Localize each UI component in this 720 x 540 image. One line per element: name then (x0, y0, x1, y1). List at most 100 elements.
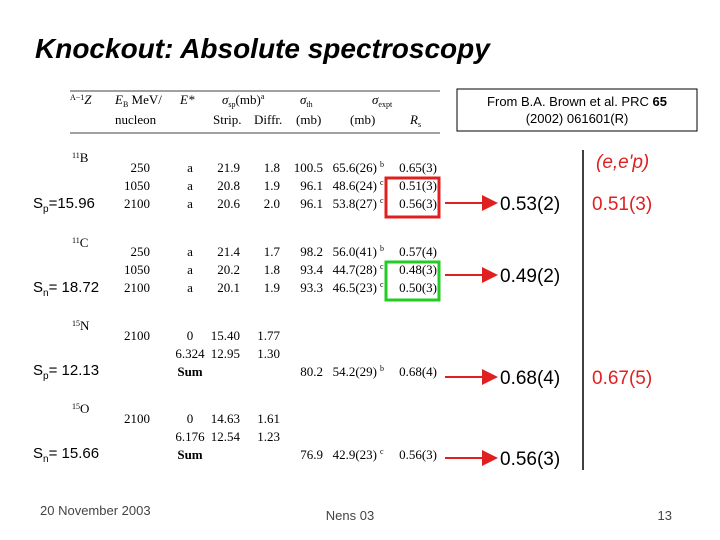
nucleus-mass: 11 (72, 236, 80, 245)
nucleus: 11B (72, 150, 89, 165)
cell-diffr: 1.9 (264, 178, 280, 193)
cell-strip: 15.40 (211, 328, 240, 343)
cell-strip: 20.2 (217, 262, 240, 277)
head: σ (300, 92, 307, 107)
separation-energy: Sn= 18.72 (33, 279, 99, 299)
cell-rs: 0.57(4) (399, 244, 437, 259)
cell-eb: 2100 (124, 280, 150, 295)
cell-th: 80.2 (300, 364, 323, 379)
sup: a (261, 92, 265, 101)
cell-expt: 46.5(23) (333, 280, 377, 295)
cell-th: 93.4 (300, 262, 323, 277)
cell-diffr: 1.7 (264, 244, 281, 259)
cell-rs: 0.65(3) (399, 160, 437, 175)
head: MeV/ (128, 92, 162, 107)
head: E (114, 92, 123, 107)
head: (mb) (236, 92, 261, 107)
head: σ (222, 92, 229, 107)
value: = 15.66 (49, 445, 99, 462)
cell-strip: 21.9 (217, 160, 240, 175)
cell-diffr: 1.77 (257, 328, 280, 343)
cell-eb: 1050 (124, 262, 150, 277)
cell-eb: 1050 (124, 178, 150, 193)
col-head: Diffr. (254, 112, 282, 127)
cell-estar: 6.324 (175, 346, 205, 361)
col-head: Rs (409, 112, 421, 129)
cell-note: c (380, 196, 384, 205)
sub: s (418, 120, 421, 129)
subscript: n (43, 288, 49, 299)
footer-event: Nens 03 (326, 508, 374, 523)
symbol: S (33, 279, 43, 296)
eep-label: (e,e'p) (596, 152, 649, 173)
cell-rs: 0.56(3) (399, 447, 437, 462)
cell-rs: 0.51(3) (399, 178, 437, 193)
cell-expt: 48.6(24) (333, 178, 377, 193)
sup: A−1 (70, 93, 84, 102)
sub: expt (378, 100, 393, 109)
cell-diffr: 1.23 (257, 429, 280, 444)
cell-note: c (380, 280, 384, 289)
cell-strip: 20.6 (217, 196, 240, 211)
cell-rs: 0.50(3) (399, 280, 437, 295)
highlight-green (384, 260, 441, 302)
col-head: σexpt (372, 92, 393, 109)
cell-eb: 2100 (124, 196, 150, 211)
cell-strip: 20.8 (217, 178, 240, 193)
cell-th: 98.2 (300, 244, 323, 259)
nucleus: 15N (72, 318, 90, 333)
cell-estar: a (187, 280, 193, 295)
col-head: (mb) (296, 112, 321, 127)
value: = 18.72 (49, 279, 99, 296)
cell-expt: 53.8(27) (333, 196, 377, 211)
col-head: nucleon (115, 112, 157, 127)
highlight-red (384, 176, 441, 219)
col-head: σsp(mb)a (222, 92, 265, 109)
nucleus-symbol: C (80, 235, 89, 250)
nucleus-symbol: O (80, 401, 89, 416)
nucleus-symbol: N (80, 318, 90, 333)
cell-estar: Sum (177, 447, 202, 462)
sub: th (306, 100, 312, 109)
knockout-rs: 0.49(2) (500, 266, 560, 287)
cell-strip: 14.63 (211, 411, 240, 426)
cell-expt: 44.7(28) (333, 262, 377, 277)
col-head: (mb) (350, 112, 375, 127)
citation-box (456, 88, 698, 132)
cell-note: b (380, 160, 384, 169)
cell-strip: 12.95 (211, 346, 240, 361)
cell-eb: 250 (131, 160, 151, 175)
cell-estar: 0 (187, 328, 194, 343)
title: Knockout: Absolute spectroscopy (35, 33, 491, 64)
nucleus-mass: 11 (72, 151, 80, 160)
cell-note: b (380, 244, 384, 253)
cell-th: 100.5 (294, 160, 323, 175)
cell-estar: Sum (177, 364, 202, 379)
cell-rs: 0.68(4) (399, 364, 437, 379)
cell-estar: a (187, 160, 193, 175)
cell-estar: a (187, 244, 193, 259)
subscript: n (43, 454, 49, 465)
cell-expt: 65.6(26) (333, 160, 377, 175)
cell-strip: 12.54 (211, 429, 241, 444)
value: = 12.13 (49, 362, 99, 379)
table: A−1Z EB MeV/ nucleon E* σsp(mb)a Strip. … (70, 90, 440, 462)
knockout-rs: 0.53(2) (500, 194, 560, 215)
nucleus: 15O (72, 401, 89, 416)
subscript: p (43, 371, 49, 382)
cell-rs: 0.56(3) (399, 196, 437, 211)
cell-eb: 2100 (124, 328, 150, 343)
cell-estar: 0 (187, 411, 194, 426)
cell-estar: a (187, 262, 193, 277)
citation: From B.A. Brown et al. PRC 65 (487, 94, 667, 109)
cell-diffr: 1.8 (264, 262, 280, 277)
head: Z (84, 92, 92, 107)
symbol: S (33, 362, 43, 379)
cell-th: 93.3 (300, 280, 323, 295)
cell-th: 76.9 (300, 447, 323, 462)
cell-eb: 2100 (124, 411, 150, 426)
separation-energy: Sn= 15.66 (33, 445, 99, 465)
citation-line2: (2002) 061601(R) (526, 111, 629, 126)
cell-estar: a (187, 178, 193, 193)
